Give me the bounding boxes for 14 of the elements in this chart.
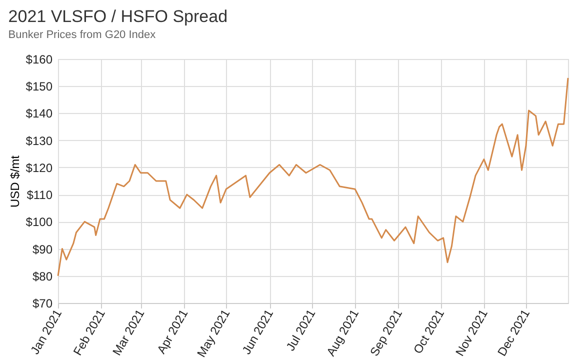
chart-subtitle: Bunker Prices from G20 Index	[8, 29, 156, 41]
y-tick-label: $150	[26, 80, 53, 94]
y-tick-label: $70	[32, 296, 53, 310]
y-tick-label: $90	[32, 242, 53, 256]
y-tick-label: $160	[26, 52, 53, 66]
chart-title: 2021 VLSFO / HSFO Spread	[8, 7, 228, 26]
y-tick-label: $140	[26, 106, 53, 121]
line-series	[57, 77, 569, 277]
y-tick-label: $110	[26, 188, 53, 202]
y-tick-label: $130	[26, 134, 53, 148]
y-tick-label: $100	[26, 215, 53, 230]
y-axis-title: USD $/mt	[8, 154, 22, 208]
y-tick-label: $120	[26, 160, 53, 175]
y-tick-label: $80	[32, 269, 53, 284]
